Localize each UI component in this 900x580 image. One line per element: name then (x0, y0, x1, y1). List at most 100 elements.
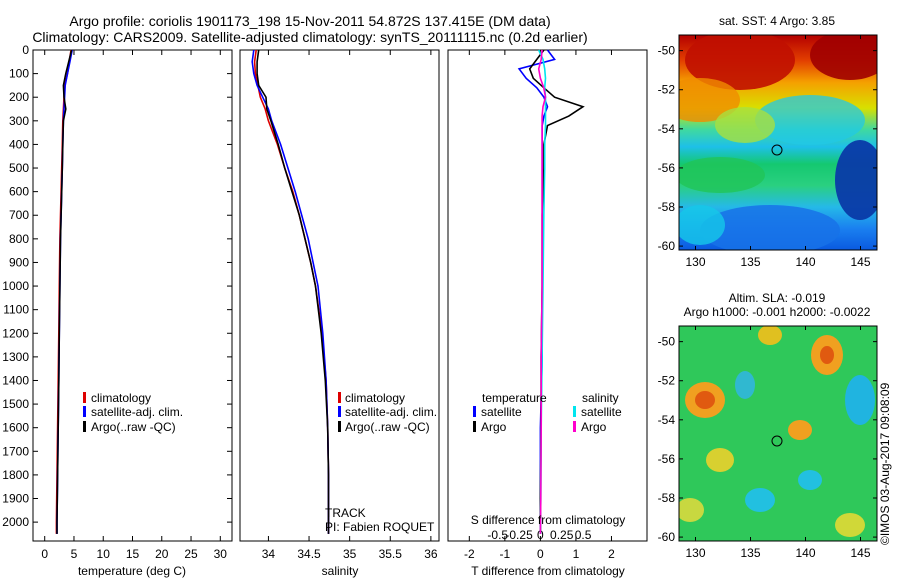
lat-tick-label: -52 (658, 83, 676, 97)
sst-argo-marker (771, 144, 783, 156)
legend-header-temperature: temperature (482, 391, 547, 405)
legend-t-satellite: satellite (481, 405, 522, 419)
x-tick-label: 36 (424, 547, 438, 561)
lat-tick-label: -60 (658, 530, 676, 544)
salinity-axes-frame (239, 49, 440, 542)
pi-label: PI: Fabien ROQUET (325, 520, 435, 534)
depth-tick-label: 500 (9, 161, 29, 175)
sst-cold-patch (835, 140, 877, 220)
x-tick-label: 20 (155, 547, 169, 561)
salinity-legend-argo: Argo(..raw -QC) (345, 420, 430, 434)
sst-warm-patch (810, 35, 877, 80)
sst-cold-patch (700, 205, 840, 250)
x-tick-label: 34 (262, 547, 276, 561)
difference-x-axis: -2 -1 0 1 2 (464, 50, 615, 561)
track-label: TRACK (325, 506, 366, 520)
sla-high-anomaly (758, 326, 782, 345)
sla-field (679, 326, 877, 541)
sla-argo-marker (771, 435, 783, 447)
legend-swatch-satellite (338, 406, 341, 417)
sst-map-title: sat. SST: 4 Argo: 3.85 (719, 14, 835, 28)
sst-warm-patch (679, 78, 740, 122)
difference-panel: -2 -1 0 1 2 -0.5-0.25 0 0.25 0.5 S difference f… (447, 49, 648, 578)
sla-high-anomaly (835, 513, 865, 537)
sla-heatmap (679, 326, 877, 541)
sla-low-anomaly (745, 488, 775, 512)
sst-cool-patch (755, 95, 865, 145)
s-difference-label: S difference from climatology (471, 513, 626, 527)
x-tick-label: 30 (214, 547, 228, 561)
sla-high-anomaly (706, 448, 734, 472)
depth-tick-label: 1000 (2, 279, 29, 293)
sst-warm-patch (715, 107, 775, 143)
lat-tick-label: -60 (658, 239, 676, 253)
sst-map-panel: sat. SST: 4 Argo: 3.85 -50 -52 -54 -56 -58 -6… (658, 14, 878, 269)
depth-tick-label: 100 (9, 67, 29, 81)
series-line-argo-raw-qc- (56, 49, 73, 534)
depth-tick-label: 1600 (2, 421, 29, 435)
lon-tick-label: 140 (795, 255, 815, 269)
x-tick-label: 25 (184, 547, 198, 561)
difference-legend: temperature salinity satellite Argo sate… (473, 391, 622, 434)
sla-high-anomaly (695, 391, 715, 409)
temperature-series (55, 49, 73, 534)
depth-tick-label: 0 (22, 43, 29, 57)
imos-credit: ©IMOS 03-Aug-2017 09:08:09 (878, 382, 892, 545)
legend-swatch-s-satellite (573, 406, 576, 417)
legend-swatch-t-satellite (473, 406, 476, 417)
legend-swatch-satellite (83, 406, 86, 417)
depth-tick-label: 1500 (2, 397, 29, 411)
s-tick-label: -0.25 (505, 528, 533, 542)
sst-lon-axis: 130 135 140 145 (685, 35, 871, 269)
t-difference-xlabel: T difference from climatology (471, 564, 625, 578)
lat-tick-label: -54 (658, 413, 676, 427)
difference-series (517, 49, 585, 534)
lon-tick-label: 145 (850, 255, 870, 269)
sla-lat-axis: -50 -52 -54 -56 -58 -60 (658, 335, 877, 544)
temperature-legend-argo: Argo(..raw -QC) (91, 420, 176, 434)
temperature-panel: 0100200300400500600700800900100011001200… (2, 43, 233, 578)
sla-high-anomaly (679, 498, 704, 522)
sla-lon-axis: 130 135 140 145 (685, 326, 871, 560)
temperature-x-axis: 0 5 10 15 20 25 30 (41, 50, 227, 561)
depth-tick-label: 700 (9, 208, 29, 222)
lon-tick-label: 135 (740, 546, 760, 560)
depth-tick-label: 900 (9, 255, 29, 269)
x-tick-label: 10 (97, 547, 111, 561)
series-line-s-argo (537, 49, 547, 534)
lat-tick-label: -50 (658, 44, 676, 58)
salinity-series (251, 49, 330, 534)
sla-high-anomaly (820, 346, 834, 364)
sla-low-anomaly (735, 371, 755, 399)
depth-tick-label: 400 (9, 137, 29, 151)
s-tick-label: 0 (537, 528, 544, 542)
sla-low-anomaly (845, 375, 875, 425)
lon-tick-label: 140 (795, 546, 815, 560)
lon-tick-label: 145 (850, 546, 870, 560)
series-line-t-argo (528, 49, 585, 534)
figure-title-line1: Argo profile: coriolis 1901173_198 15-No… (69, 13, 550, 29)
legend-t-argo: Argo (481, 420, 507, 434)
series-line-t-satellite (517, 49, 556, 534)
sst-map-frame (678, 34, 878, 251)
legend-swatch-s-argo (573, 421, 576, 432)
salinity-legend-climatology: climatology (345, 391, 405, 405)
legend-header-salinity: salinity (582, 391, 619, 405)
sst-heatmap (679, 35, 877, 250)
x-tick-label: 5 (71, 547, 78, 561)
depth-tick-label: 1700 (2, 444, 29, 458)
sla-high-anomaly (788, 420, 812, 440)
sla-map-title-line2: Argo h1000: -0.001 h2000: -0.0022 (684, 305, 871, 319)
depth-tick-label: 1100 (3, 303, 29, 317)
x-tick-label: 15 (126, 547, 140, 561)
depth-tick-label: 1300 (2, 350, 29, 364)
lat-tick-label: -54 (658, 122, 676, 136)
x-tick-label: -1 (500, 547, 511, 561)
lat-tick-label: -52 (658, 374, 676, 388)
sst-warm-patch (685, 35, 795, 90)
depth-tick-label: 200 (9, 90, 29, 104)
salinity-xlabel: salinity (322, 564, 359, 578)
lat-tick-label: -56 (658, 452, 676, 466)
legend-swatch-argo (83, 421, 86, 432)
